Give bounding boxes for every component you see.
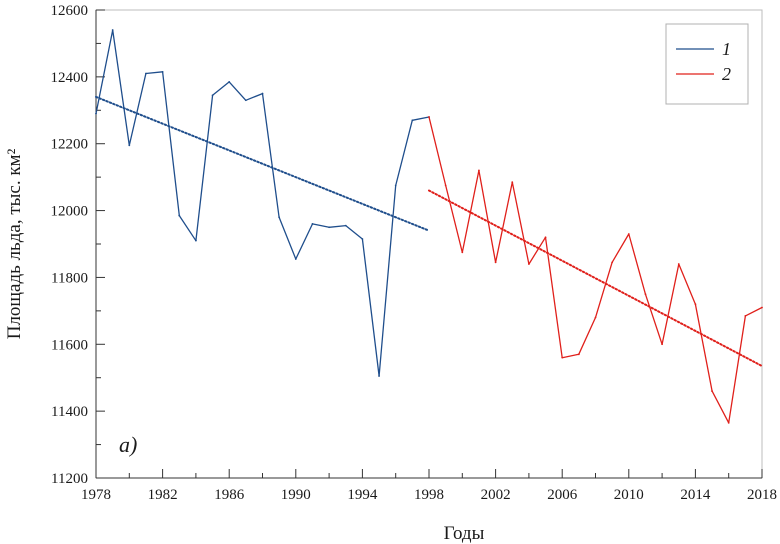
data-point-series-1	[361, 238, 364, 240]
x-tick-label: 1994	[347, 487, 378, 503]
y-tick-label: 11200	[51, 471, 88, 487]
series-line-1	[95, 29, 430, 377]
data-point-series-1	[211, 94, 214, 97]
y-tick-label: 12200	[51, 137, 89, 153]
x-tick-label: 2018	[747, 487, 777, 503]
data-point-series-1	[228, 80, 231, 83]
data-point-series-2	[594, 316, 597, 319]
panel-label: a)	[119, 432, 137, 457]
data-point-series-1	[278, 216, 281, 219]
legend-label-series-2: 2	[722, 64, 731, 84]
x-axis-title: Годы	[444, 523, 485, 544]
data-point-series-2	[528, 263, 530, 265]
y-tick-label: 12000	[51, 204, 89, 220]
plot-frame	[95, 9, 763, 479]
data-point-series-1	[344, 224, 347, 227]
data-point-series-2	[744, 314, 747, 317]
x-tick-label: 1978	[81, 487, 111, 503]
y-tick-label: 11600	[51, 337, 88, 353]
data-point-series-2	[661, 343, 663, 346]
data-point-series-1	[378, 375, 380, 377]
data-point-series-2	[694, 303, 697, 306]
series-line-2	[428, 116, 763, 424]
y-axis-title: Площадь льда, тыс. км²	[4, 148, 25, 339]
y-tick-label: 12400	[51, 70, 89, 86]
x-tick-label: 1986	[214, 487, 245, 503]
x-tick-label: 2006	[547, 487, 578, 503]
x-tick-label: 1998	[414, 487, 444, 503]
data-point-series-1	[394, 184, 397, 187]
y-tick-label: 11400	[51, 404, 88, 420]
data-point-series-1	[128, 144, 131, 147]
series-layer	[95, 29, 763, 424]
data-point-series-2	[544, 236, 547, 239]
y-axis: 11200 11400 11600 11800 12000 12200 12400 12600	[51, 3, 105, 487]
data-point-series-2	[428, 116, 430, 118]
data-point-series-1	[294, 258, 297, 260]
x-tick-label: 1990	[281, 487, 311, 503]
data-point-series-1	[411, 119, 414, 122]
data-point-series-2	[727, 421, 730, 424]
data-point-series-1	[328, 226, 330, 229]
data-point-series-2	[444, 184, 447, 187]
data-point-series-2	[644, 293, 647, 296]
data-point-series-2	[494, 261, 497, 264]
x-tick-label: 2014	[680, 487, 711, 503]
data-point-series-1	[311, 223, 314, 225]
x-tick-label: 2010	[614, 487, 644, 503]
y-tick-label: 12600	[51, 3, 89, 19]
data-point-series-2	[511, 181, 514, 184]
data-point-series-1	[244, 99, 247, 102]
legend-box	[665, 23, 749, 105]
data-point-series-1	[261, 92, 264, 95]
data-point-series-2	[711, 390, 713, 392]
data-point-series-2	[627, 233, 630, 235]
y-tick-label: 11800	[51, 270, 88, 286]
x-tick-label: 2002	[481, 487, 511, 503]
data-point-series-2	[478, 169, 480, 172]
data-point-series-1	[145, 72, 147, 75]
legend: 1 2	[665, 23, 749, 105]
x-axis: 1978 1982 1986 1990 1994 1998 2002 2006 2010 2014…	[81, 469, 777, 503]
trend-1-line	[95, 95, 430, 232]
data-point-series-2	[761, 306, 763, 309]
data-point-series-2	[611, 261, 614, 264]
data-point-series-2	[577, 353, 580, 356]
data-point-series-2	[461, 251, 464, 254]
legend-label-series-1: 1	[722, 39, 731, 59]
data-point-series-1	[178, 214, 181, 217]
x-tick-label: 1982	[148, 487, 178, 503]
data-point-series-1	[161, 70, 164, 73]
data-point-series-2	[677, 263, 680, 265]
data-point-series-2	[561, 356, 564, 359]
data-point-series-1	[195, 239, 197, 242]
data-point-series-1	[95, 112, 97, 115]
data-point-series-1	[111, 29, 114, 31]
trend-layer	[95, 95, 763, 368]
trend-2-line	[428, 189, 763, 368]
